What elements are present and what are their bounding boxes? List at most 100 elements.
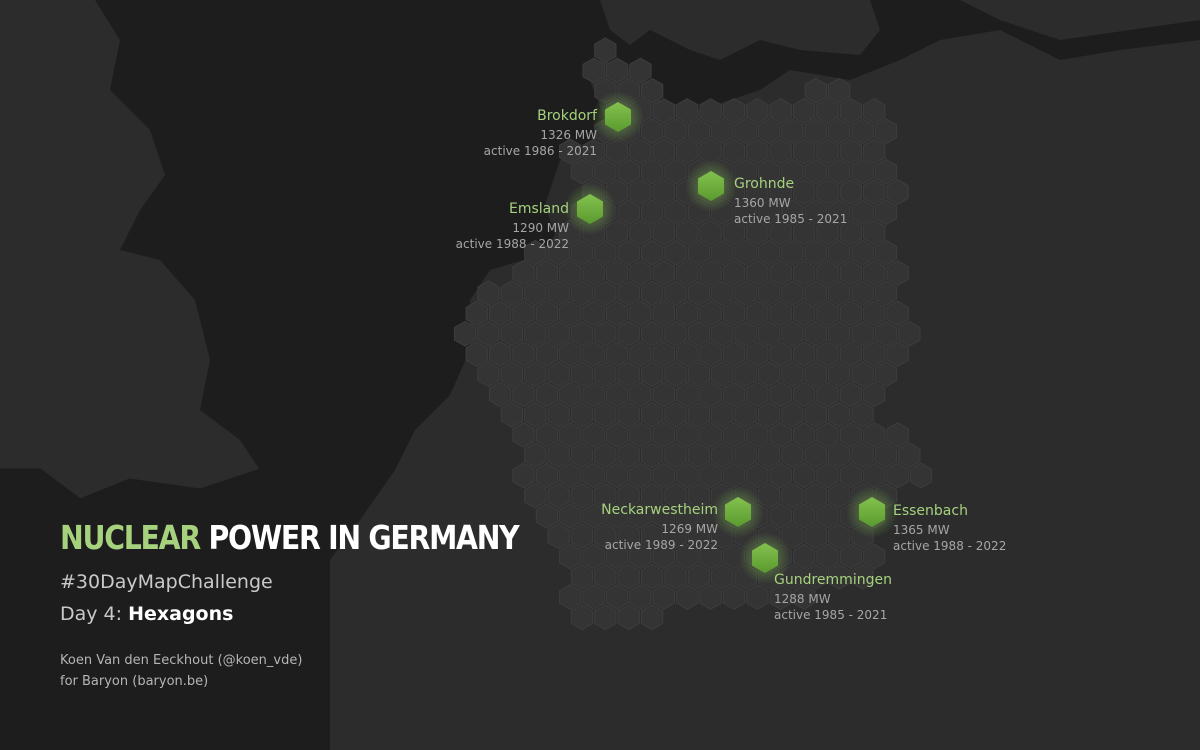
hex-cell: [722, 422, 746, 448]
hex-cell: [734, 118, 757, 145]
hex-cell: [851, 118, 874, 145]
hex-cell: [559, 584, 582, 610]
hex-cell: [524, 482, 547, 509]
hex-cell: [699, 381, 722, 408]
hex-cell: [559, 138, 582, 165]
plant-active-years: active 1985 - 2021: [774, 607, 888, 622]
plant-hex-grohnde[interactable]: [698, 171, 724, 201]
hex-cell: [804, 280, 827, 307]
hex-cell: [839, 179, 862, 205]
hex-cell: [757, 158, 781, 185]
map-title: NUCLEAR POWER IN GERMANY: [60, 518, 520, 557]
hex-cell: [746, 219, 769, 246]
hex-cell: [874, 199, 898, 226]
hex-cell: [605, 584, 629, 610]
hex-cell: [617, 604, 640, 631]
hex-cell: [594, 280, 617, 307]
hex-cell: [769, 219, 792, 246]
hex-cell: [512, 381, 535, 408]
plant-hex-brokdorf[interactable]: [605, 102, 631, 132]
hex-cell: [816, 179, 839, 205]
plant-hex-emsland[interactable]: [577, 194, 603, 224]
hex-cell: [676, 584, 699, 610]
hex-cell: [629, 503, 652, 529]
hex-cell: [524, 280, 547, 307]
hex-cell: [874, 442, 898, 469]
hex-cell: [676, 462, 699, 489]
hex-cell: [781, 401, 804, 428]
hex-cell: [664, 118, 687, 145]
hex-cell: [781, 158, 804, 185]
hex-cell: [687, 361, 711, 388]
plant-active-years: active 1989 - 2022: [604, 537, 718, 552]
hex-cell: [722, 219, 746, 246]
hex-cell: [535, 381, 559, 408]
hex-cell: [734, 320, 757, 347]
hex-cell: [652, 422, 675, 448]
hex-cell: [605, 422, 629, 448]
hex-cell: [722, 341, 746, 367]
hex-cell: [781, 239, 804, 266]
hex-cell: [605, 57, 629, 84]
challenge-hashtag: #30DayMapChallenge: [60, 571, 273, 593]
hex-cell: [594, 239, 617, 266]
hex-cell: [687, 320, 711, 347]
plant-capacity: 1326 MW: [540, 127, 597, 142]
hex-cell: [570, 158, 594, 185]
hex-cell: [617, 563, 640, 590]
hex-cell: [851, 442, 874, 469]
hex-cell: [863, 543, 886, 570]
hex-cell: [839, 381, 862, 408]
hex-cell: [512, 300, 535, 327]
plant-active-years: active 1985 - 2021: [734, 211, 848, 226]
hex-cell: [863, 179, 886, 205]
hex-cell: [746, 381, 769, 408]
hex-cell: [886, 341, 909, 367]
plant-hex-neckarwestheim[interactable]: [725, 497, 751, 527]
hex-cell: [874, 158, 898, 185]
hex-cell: [512, 422, 535, 448]
britain-land: [0, 0, 260, 500]
hex-cell: [793, 462, 816, 489]
hex-cell: [863, 381, 886, 408]
hex-cell: [757, 199, 781, 226]
hex-cell: [687, 442, 711, 469]
hex-cell: [535, 462, 559, 489]
hex-cell: [851, 199, 874, 226]
hex-cell: [828, 320, 851, 347]
hex-cell: [839, 260, 862, 286]
hex-cell: [793, 422, 816, 448]
hex-cell: [605, 381, 629, 408]
hex-cell: [757, 239, 781, 266]
hex-cell: [570, 401, 594, 428]
hex-cell: [874, 280, 898, 307]
hex-cell: [641, 280, 664, 307]
hex-cell: [687, 563, 711, 590]
hex-cell: [816, 219, 839, 246]
hex-cell: [699, 219, 722, 246]
hex-cell: [629, 219, 652, 246]
plant-hex-gundremmingen[interactable]: [752, 543, 778, 573]
hex-cell: [687, 280, 711, 307]
hex-cell: [746, 462, 769, 489]
hex-cell: [676, 260, 699, 286]
hex-cell: [804, 442, 827, 469]
plant-hex-essenbach[interactable]: [859, 497, 885, 527]
hex-cell: [641, 77, 664, 104]
plant-active-years: active 1988 - 2022: [455, 236, 569, 251]
hex-cell: [547, 401, 570, 428]
hex-cell: [804, 401, 827, 428]
hex-cell: [699, 98, 722, 124]
hex-cell: [676, 422, 699, 448]
hex-cell: [641, 320, 664, 347]
hex-cell: [863, 422, 886, 448]
hex-cell: [652, 462, 675, 489]
hex-cell: [617, 158, 640, 185]
hex-cell: [664, 442, 687, 469]
hex-cell: [734, 199, 757, 226]
hex-cell: [804, 482, 827, 509]
hex-cell: [629, 422, 652, 448]
hex-cell: [839, 462, 862, 489]
hex-cell: [722, 98, 746, 124]
hex-cell: [570, 482, 594, 509]
